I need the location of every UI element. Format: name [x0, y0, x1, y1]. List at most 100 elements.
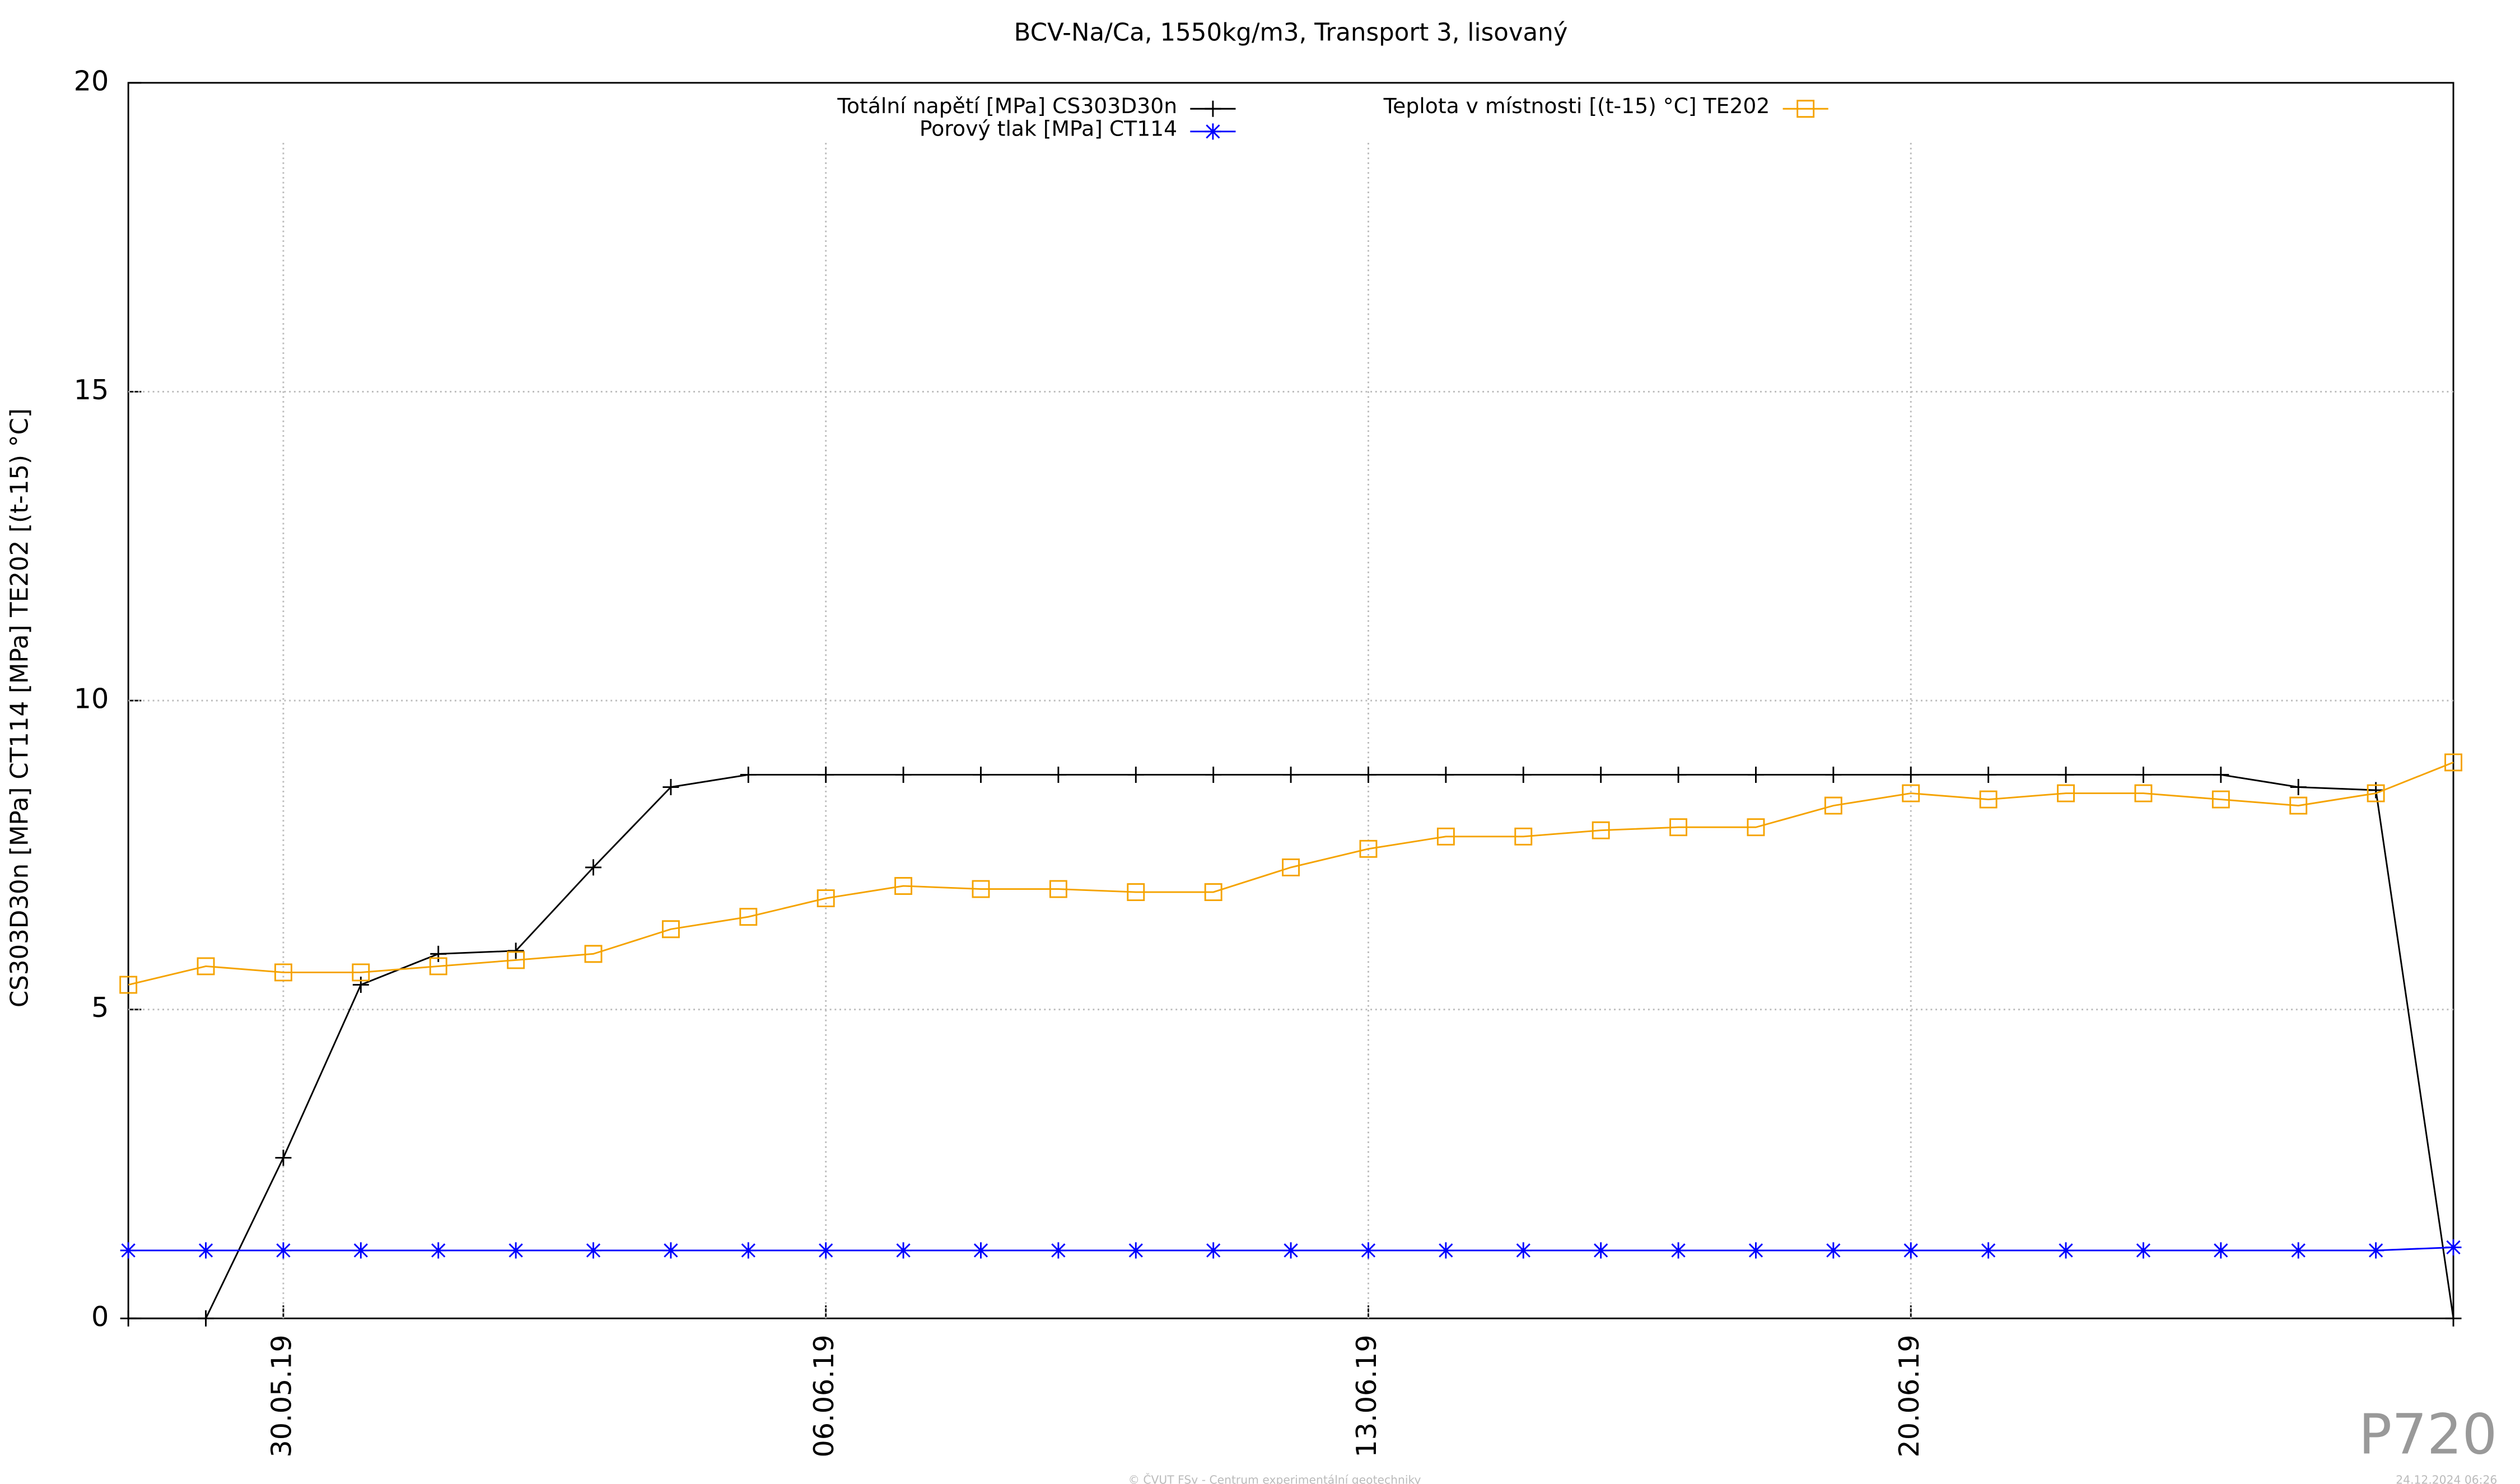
marker: [507, 942, 524, 959]
marker: [2289, 796, 2308, 815]
marker: [1747, 818, 1765, 837]
marker: [430, 1242, 447, 1259]
marker: [507, 1242, 524, 1259]
marker: [2290, 779, 2307, 796]
marker: [2368, 1242, 2384, 1259]
marker: [584, 945, 603, 963]
series-line: [128, 762, 2454, 986]
marker: [275, 1149, 292, 1166]
marker: [816, 889, 835, 908]
marker: [1438, 766, 1454, 783]
marker: [2057, 766, 2074, 783]
marker: [1359, 839, 1378, 858]
marker: [120, 1242, 137, 1259]
marker: [585, 859, 602, 876]
marker: [198, 1310, 214, 1327]
marker: [1902, 784, 1920, 802]
marker: [1127, 1242, 1144, 1259]
marker: [1514, 827, 1533, 846]
marker: [1438, 1242, 1454, 1259]
marker: [2445, 1310, 2462, 1327]
marker: [1515, 1242, 1532, 1259]
watermark: P720: [2359, 1403, 2498, 1467]
marker: [972, 880, 990, 898]
marker: [352, 977, 369, 993]
marker: [1282, 1242, 1299, 1259]
marker: [2213, 766, 2229, 783]
y-tick-label: 15: [74, 374, 109, 406]
marker: [662, 779, 679, 796]
marker: [2057, 784, 2075, 802]
marker: [352, 963, 370, 982]
marker: [1669, 818, 1688, 837]
marker: [507, 951, 525, 969]
marker: [2211, 790, 2230, 809]
marker: [1980, 1242, 1997, 1259]
marker: [2444, 753, 2462, 772]
marker: [895, 1242, 912, 1259]
marker: [119, 976, 138, 994]
marker: [818, 766, 834, 783]
marker: [2290, 1242, 2307, 1259]
marker: [1824, 796, 1842, 815]
marker: [661, 920, 680, 939]
series-line: [128, 774, 2454, 1319]
y-tick-label: 5: [91, 991, 109, 1024]
marker: [120, 1310, 137, 1327]
y-tick-label: 20: [74, 64, 109, 97]
marker: [2135, 766, 2152, 783]
marker: [198, 1242, 214, 1259]
legend-marker: [1205, 123, 1221, 140]
marker: [1825, 1242, 1842, 1259]
marker: [1515, 766, 1532, 783]
marker: [1980, 766, 1997, 783]
x-tick-label: 06.06.19: [808, 1334, 840, 1457]
legend-label: Teplota v místnosti [(t-15) °C] TE202: [1383, 94, 1770, 118]
marker: [973, 766, 990, 783]
marker: [1593, 1242, 1609, 1259]
x-tick-label: 13.06.19: [1350, 1334, 1383, 1457]
y-tick-label: 10: [74, 683, 109, 715]
legend-marker: [1205, 100, 1221, 117]
marker: [1747, 1242, 1764, 1259]
marker: [2367, 784, 2385, 802]
marker: [1670, 766, 1687, 783]
marker: [1050, 766, 1067, 783]
marker: [740, 1242, 757, 1259]
marker: [1049, 880, 1067, 898]
marker: [1436, 827, 1455, 846]
x-tick-label: 30.05.19: [265, 1334, 297, 1457]
marker: [352, 1242, 369, 1259]
marker: [818, 1242, 834, 1259]
marker: [895, 766, 912, 783]
marker: [1670, 1242, 1687, 1259]
marker: [429, 957, 447, 976]
marker: [197, 957, 215, 976]
marker: [740, 766, 757, 783]
marker: [1592, 821, 1610, 839]
marker: [1747, 766, 1764, 783]
marker: [275, 1242, 292, 1259]
marker: [1127, 883, 1145, 902]
legend-marker: [1796, 100, 1815, 118]
marker: [1205, 1242, 1222, 1259]
marker: [274, 963, 292, 982]
marker: [1360, 766, 1376, 783]
y-tick-label: 0: [91, 1300, 109, 1333]
marker: [1825, 766, 1842, 783]
timestamp: 24.12.2024 06:26: [2396, 1473, 2497, 1484]
legend-label: Totální napětí [MPa] CS303D30n: [837, 94, 1177, 118]
marker: [430, 945, 447, 962]
marker: [585, 1242, 602, 1259]
legend-label: Porový tlak [MPa] CT114: [920, 116, 1177, 141]
marker: [973, 1242, 990, 1259]
marker: [1360, 1242, 1376, 1259]
marker: [1282, 858, 1300, 876]
marker: [2134, 784, 2153, 802]
marker: [2057, 1242, 2074, 1259]
marker: [1902, 766, 1919, 783]
marker: [1282, 766, 1299, 783]
marker: [1593, 766, 1609, 783]
marker: [2445, 1239, 2462, 1256]
